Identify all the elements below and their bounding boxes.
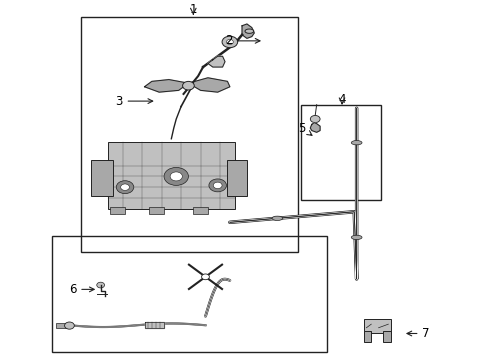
Ellipse shape: [244, 29, 253, 33]
Polygon shape: [188, 78, 229, 92]
Bar: [300, 105, 380, 200]
Circle shape: [163, 167, 188, 185]
Circle shape: [64, 322, 74, 329]
Circle shape: [116, 181, 134, 194]
Text: 3: 3: [115, 95, 152, 108]
Circle shape: [182, 81, 194, 90]
Circle shape: [222, 36, 237, 48]
Circle shape: [310, 116, 320, 123]
Circle shape: [170, 172, 182, 181]
Circle shape: [208, 179, 226, 192]
Bar: [56, 323, 68, 328]
Bar: [91, 160, 113, 196]
Text: 6: 6: [69, 283, 94, 296]
Polygon shape: [242, 24, 254, 39]
Polygon shape: [144, 322, 163, 328]
Bar: [363, 319, 390, 333]
Bar: [383, 331, 390, 342]
Bar: [110, 207, 125, 214]
Ellipse shape: [350, 140, 361, 145]
Bar: [363, 331, 370, 342]
Ellipse shape: [271, 216, 282, 220]
Text: 2: 2: [224, 34, 260, 48]
Bar: [227, 160, 246, 196]
Text: 7: 7: [406, 327, 429, 340]
Circle shape: [97, 282, 104, 288]
Polygon shape: [144, 80, 188, 92]
Circle shape: [121, 184, 129, 190]
Bar: [149, 207, 163, 214]
Circle shape: [201, 274, 209, 280]
Circle shape: [226, 40, 233, 44]
Bar: [193, 207, 207, 214]
Polygon shape: [310, 123, 320, 132]
Text: 1: 1: [189, 3, 197, 16]
Ellipse shape: [350, 235, 361, 239]
Text: 5: 5: [298, 122, 311, 135]
Bar: [81, 17, 298, 252]
Bar: [108, 142, 234, 209]
Bar: [52, 235, 327, 352]
Circle shape: [213, 182, 222, 189]
Text: 4: 4: [338, 93, 345, 106]
Polygon shape: [207, 56, 224, 67]
